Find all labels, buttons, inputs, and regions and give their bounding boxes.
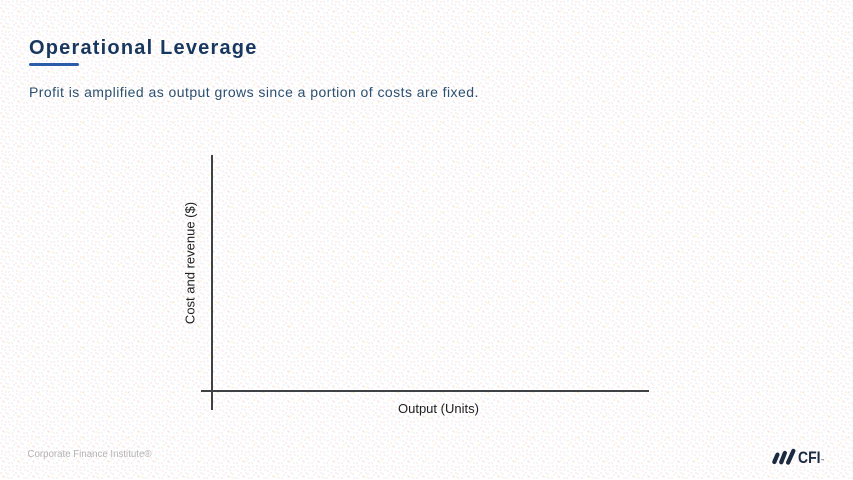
svg-text:CFI: CFI <box>798 449 821 467</box>
svg-text:™: ™ <box>821 458 825 462</box>
